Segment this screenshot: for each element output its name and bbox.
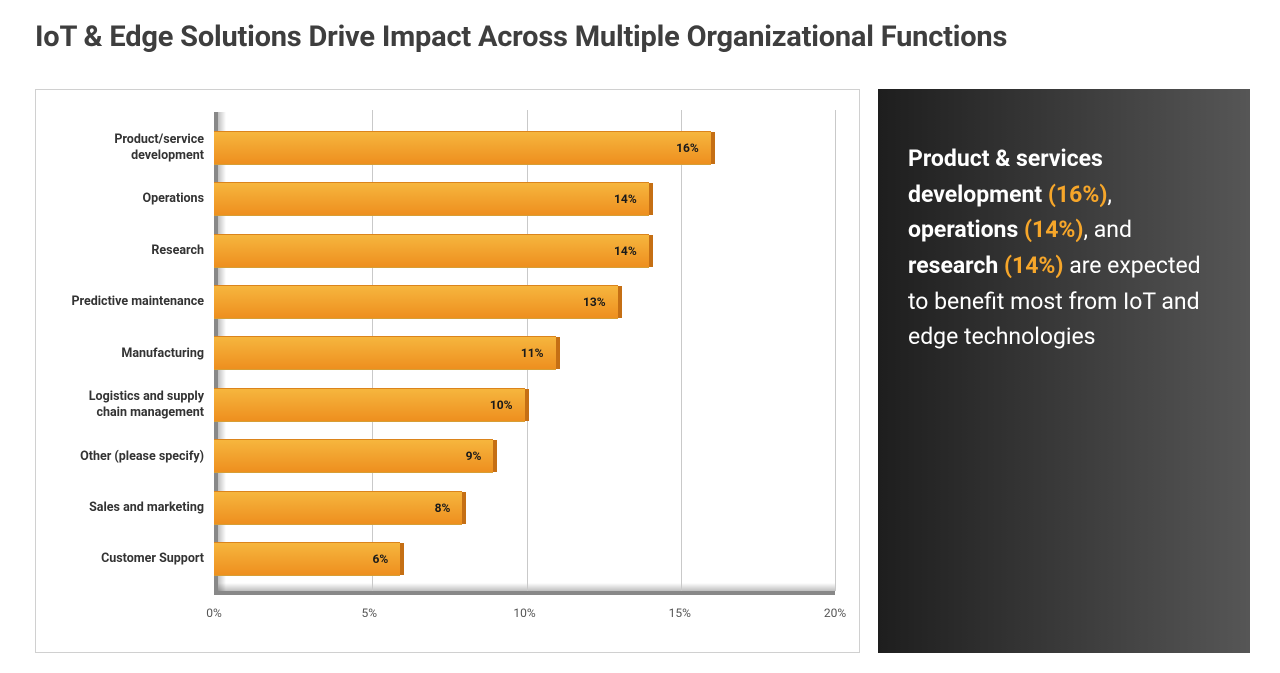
bar-row: Manufacturing11% [214,336,835,371]
bar-cap [462,492,466,524]
summary-bold-span: research [908,252,1004,279]
bar-cap [493,440,497,472]
bar: 8% [214,491,462,525]
bar-row: Predictive maintenance13% [214,285,835,320]
bar-category-label: Sales and marketing [64,500,214,516]
bar: 14% [214,182,649,216]
x-axis-tick: 20% [824,606,846,620]
bars-container: Product/service development16% Operations… [214,112,835,595]
bar-category-label: Logistics and supply chain management [64,389,214,420]
bar: 16% [214,131,711,165]
bar-category-label: Manufacturing [64,346,214,362]
bar-row: Product/service development16% [214,130,835,165]
bar-row: Other (please specify)9% [214,439,835,474]
bar-value-label: 6% [373,552,389,566]
bar-cap [400,543,404,575]
bar-value-label: 8% [435,501,451,515]
bar-category-label: Operations [64,191,214,207]
bar-cap [556,337,560,369]
bar-value-label: 14% [614,192,637,206]
bar-cap [649,183,653,215]
bar-category-label: Research [64,243,214,259]
bar-value-label: 10% [490,398,513,412]
side-summary-panel: Product & services development (16%), op… [878,89,1250,653]
bar: 11% [214,336,556,370]
bar: 10% [214,388,525,422]
bar-value-label: 9% [466,449,482,463]
x-axis-tick: 10% [513,606,535,620]
summary-accent-span: (14%) [1004,252,1064,279]
bar-value-label: 13% [583,295,606,309]
bar: 9% [214,439,493,473]
bar-row: Customer Support6% [214,542,835,577]
x-axis-tick: 15% [669,606,691,620]
bar-value-label: 16% [676,141,699,155]
bar-cap [711,132,715,164]
bar-row: Sales and marketing8% [214,490,835,525]
bar-cap [649,235,653,267]
content-row: 0% 5% 10% 15% 20% Product/service development… [35,89,1250,653]
chart-panel: 0% 5% 10% 15% 20% Product/service development… [35,89,860,653]
bar: 13% [214,285,618,319]
chart-inner: 0%5%10%15%20%Product/service development… [56,112,835,630]
grid-line [835,110,836,591]
page-title: IoT & Edge Solutions Drive Impact Across… [35,20,1250,54]
summary-accent-span: (14%) [1024,216,1084,243]
bar-row: Research14% [214,233,835,268]
slide: IoT & Edge Solutions Drive Impact Across… [0,0,1280,673]
summary-accent-span: (16%) [1048,181,1108,208]
x-axis-tick: 0% [206,606,222,620]
bar-cap [618,286,622,318]
summary-text: Product & services development (16%), op… [908,141,1222,355]
summary-text-span: , [1107,181,1112,208]
bar-row: Operations14% [214,182,835,217]
summary-text-span: , and [1084,216,1132,243]
summary-bold-span: operations [908,216,1024,243]
x-axis-tick: 5% [361,606,377,620]
bar-cap [525,389,529,421]
bar-category-label: Predictive maintenance [64,294,214,310]
bar-category-label: Customer Support [64,551,214,567]
bar-category-label: Other (please specify) [64,449,214,465]
bar-row: Logistics and supply chain management10% [214,387,835,422]
bar: 14% [214,234,649,268]
bar: 6% [214,542,400,576]
bar-category-label: Product/service development [64,132,214,163]
bar-value-label: 14% [614,244,637,258]
bar-value-label: 11% [521,346,544,360]
